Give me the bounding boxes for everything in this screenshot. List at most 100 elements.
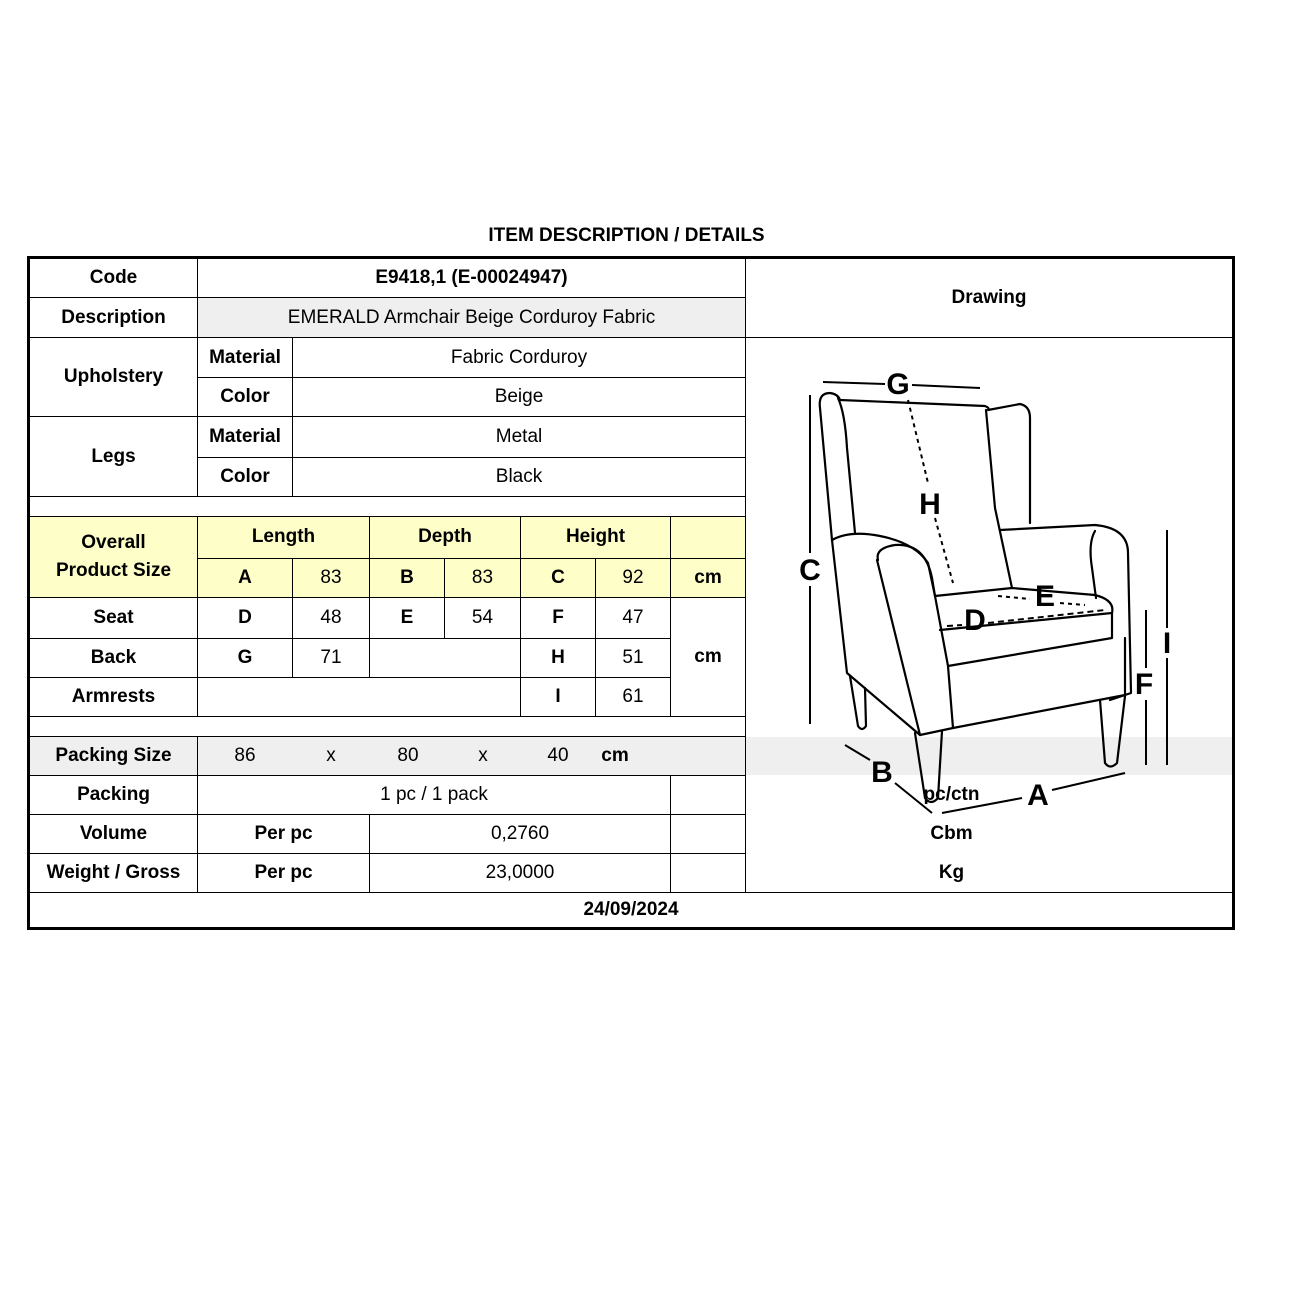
- row-legs-color: Color Black: [29, 457, 1234, 498]
- upholstery-material-label: Material: [197, 337, 293, 378]
- spec-table: Code E9418,1 (E-00024947) Drawing Descri…: [27, 256, 1235, 930]
- dim-line-d: [946, 609, 1106, 627]
- volume-value: 0,2760: [369, 814, 671, 854]
- armrests-label: Armrests: [28, 677, 198, 717]
- dim-e-value: 54: [444, 596, 521, 640]
- dim-line-h: [907, 399, 954, 584]
- empty-cell: [197, 677, 521, 717]
- row-code: Code E9418,1 (E-00024947) Drawing: [28, 257, 1234, 338]
- empty-cell: [369, 638, 521, 678]
- dim-d-letter: D: [197, 596, 293, 640]
- dim-line-b: [844, 744, 871, 761]
- volume-label: Volume: [28, 814, 198, 854]
- legs-color-value: Black: [292, 457, 746, 498]
- overall-label-line2: Product Size: [55, 559, 172, 581]
- dim-h-letter: H: [520, 638, 596, 678]
- label-c: C: [799, 554, 821, 587]
- packing-x: x: [326, 745, 336, 766]
- dim-line-g: [911, 384, 981, 389]
- dim-c-letter: C: [520, 557, 596, 598]
- row-seat: Seat D 48 E 54 F 47 cm: [28, 596, 1234, 718]
- chair-wing-inner: [836, 396, 857, 535]
- label-a: A: [1027, 779, 1049, 812]
- description-label: Description: [28, 297, 198, 338]
- depth-header: Depth: [369, 516, 521, 559]
- packing-length: 86: [234, 745, 256, 766]
- label-g: G: [886, 368, 909, 401]
- armchair-drawing: C G H E D I F B A: [799, 368, 1171, 814]
- row-upholstery-color: Color Beige: [29, 377, 1234, 417]
- dim-g-value: 71: [292, 638, 370, 678]
- legs-color-label: Color: [197, 457, 293, 498]
- empty-header: [670, 516, 746, 559]
- dim-line-a: [1051, 772, 1126, 791]
- packing-size-label: Packing Size: [28, 736, 198, 776]
- dims-unit: cm: [670, 596, 746, 718]
- dim-a-letter: A: [197, 557, 293, 598]
- dim-a-value: 83: [292, 557, 370, 598]
- spacer: [28, 496, 746, 518]
- row-upholstery-material: Upholstery Material Fabric Corduroy: [28, 337, 1234, 893]
- chair-arm-front: [875, 543, 955, 737]
- dim-e-letter: E: [369, 596, 445, 640]
- date: 24/09/2024: [28, 892, 1234, 929]
- legs-label: Legs: [28, 415, 198, 498]
- chair-back-right: [984, 408, 1014, 590]
- row-overall-values: A 83 B 83 C 92 cm: [29, 557, 1234, 598]
- packing-label: Packing: [28, 775, 198, 815]
- seat-label: Seat: [28, 596, 198, 640]
- chair-seat-front: [938, 611, 1114, 632]
- legs-material-label: Material: [197, 415, 293, 459]
- packing-height: 40: [547, 745, 569, 766]
- packing-width: 80: [397, 745, 419, 766]
- dim-c-value: 92: [595, 557, 671, 598]
- weight-per: Per pc: [197, 853, 370, 893]
- label-f: F: [1135, 668, 1153, 701]
- drawing-cell: C G H E D I F B A: [745, 337, 1234, 893]
- overall-label-line1: Overall: [81, 531, 146, 553]
- sheet-title: ITEM DESCRIPTION / DETAILS: [488, 225, 765, 246]
- label-b: B: [871, 756, 893, 789]
- height-header: Height: [520, 516, 671, 559]
- label-i: I: [1163, 627, 1171, 660]
- upholstery-material-value: Fabric Corduroy: [292, 337, 746, 378]
- packing-value: 1 pc / 1 pack: [197, 775, 671, 815]
- packing-x: x: [478, 745, 488, 766]
- back-label: Back: [28, 638, 198, 678]
- dim-g-letter: G: [197, 638, 293, 678]
- dim-line-e: [997, 595, 1086, 606]
- row-description: Description EMERALD Armchair Beige Cordu…: [28, 297, 1234, 338]
- upholstery-color-label: Color: [197, 377, 293, 417]
- dim-d-value: 48: [292, 596, 370, 640]
- chair-back-outline: [818, 391, 1032, 542]
- drawing-label: Drawing: [745, 257, 1234, 338]
- length-header: Length: [197, 516, 370, 559]
- overall-size-label: Overall Product Size: [28, 516, 198, 598]
- volume-per: Per pc: [197, 814, 370, 854]
- dim-f-letter: F: [520, 596, 596, 640]
- dim-h-value: 51: [595, 638, 671, 678]
- row-legs-material: Legs Material Metal: [28, 415, 1234, 498]
- dim-i-letter: I: [520, 677, 596, 717]
- label-e: E: [1035, 580, 1055, 613]
- chair-right-arm-inner: [1089, 529, 1098, 600]
- dim-line-b: [894, 782, 933, 814]
- spacer: [28, 716, 746, 737]
- chair-right-arm: [998, 523, 1133, 702]
- label-h: H: [919, 488, 941, 521]
- weight-value: 23,0000: [369, 853, 671, 893]
- dim-b-letter: B: [369, 557, 445, 598]
- upholstery-color-value: Beige: [292, 377, 746, 417]
- dim-line-a: [941, 797, 1023, 814]
- weight-label: Weight / Gross: [28, 853, 198, 893]
- upholstery-label: Upholstery: [28, 337, 198, 417]
- chair-left-side: [830, 538, 922, 737]
- dim-line-g: [822, 381, 886, 385]
- legs-material-value: Metal: [292, 415, 746, 459]
- label-d: D: [964, 604, 986, 637]
- row-overall-header: Overall Product Size Length Depth Height: [28, 516, 1234, 598]
- description-value: EMERALD Armchair Beige Corduroy Fabric: [197, 297, 746, 338]
- code-label: Code: [28, 257, 198, 298]
- code-value: E9418,1 (E-00024947): [197, 257, 746, 298]
- overall-unit: cm: [670, 557, 746, 598]
